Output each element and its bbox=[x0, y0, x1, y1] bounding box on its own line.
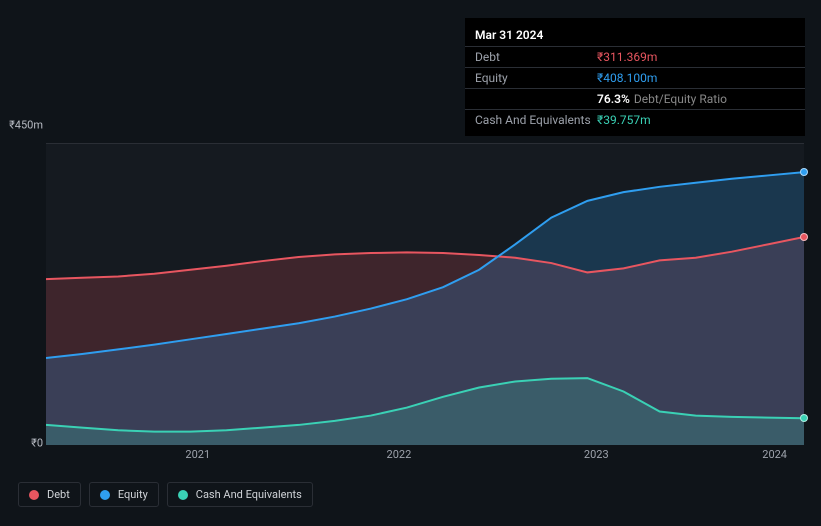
legend-label: Equity bbox=[118, 488, 148, 501]
tooltip-panel: Mar 31 2024 Debt₹311.369mEquity₹408.100m… bbox=[465, 18, 805, 136]
tooltip-row-label: Debt bbox=[475, 50, 597, 64]
legend-swatch bbox=[29, 490, 39, 500]
series-end-marker bbox=[800, 168, 808, 176]
x-tick-label: 2023 bbox=[584, 448, 609, 461]
tooltip-date: Mar 31 2024 bbox=[465, 24, 805, 46]
x-axis: 2021 2022 2023 2024 bbox=[46, 448, 805, 464]
x-tick-label: 2024 bbox=[762, 448, 787, 461]
tooltip-row-label bbox=[475, 92, 597, 106]
y-axis-max-label: ₹450m bbox=[9, 119, 43, 132]
legend-item-debt[interactable]: Debt bbox=[18, 482, 81, 507]
legend-swatch bbox=[100, 490, 110, 500]
tooltip-row-value: ₹408.100m bbox=[597, 71, 795, 85]
chart-legend: Debt Equity Cash And Equivalents bbox=[18, 482, 313, 507]
series-end-marker bbox=[800, 233, 808, 241]
x-tick-label: 2021 bbox=[185, 448, 210, 461]
tooltip-row: 76.3%Debt/Equity Ratio bbox=[465, 88, 805, 109]
legend-label: Cash And Equivalents bbox=[196, 488, 302, 501]
chart-plot-area[interactable] bbox=[46, 143, 804, 445]
legend-item-equity[interactable]: Equity bbox=[89, 482, 159, 507]
legend-swatch bbox=[178, 490, 188, 500]
tooltip-row-value: ₹311.369m bbox=[597, 50, 795, 64]
legend-item-cash-and-equivalents[interactable]: Cash And Equivalents bbox=[167, 482, 313, 507]
tooltip-row: Equity₹408.100m bbox=[465, 67, 805, 88]
x-tick-label: 2022 bbox=[387, 448, 412, 461]
tooltip-row-label: Equity bbox=[475, 71, 597, 85]
legend-label: Debt bbox=[47, 488, 70, 501]
tooltip-row: Debt₹311.369m bbox=[465, 46, 805, 67]
tooltip-row-value: 76.3%Debt/Equity Ratio bbox=[597, 92, 795, 106]
y-axis-min-label: ₹0 bbox=[31, 437, 43, 450]
debt-equity-chart: ₹450m ₹0 bbox=[18, 125, 804, 445]
series-end-marker bbox=[800, 414, 808, 422]
